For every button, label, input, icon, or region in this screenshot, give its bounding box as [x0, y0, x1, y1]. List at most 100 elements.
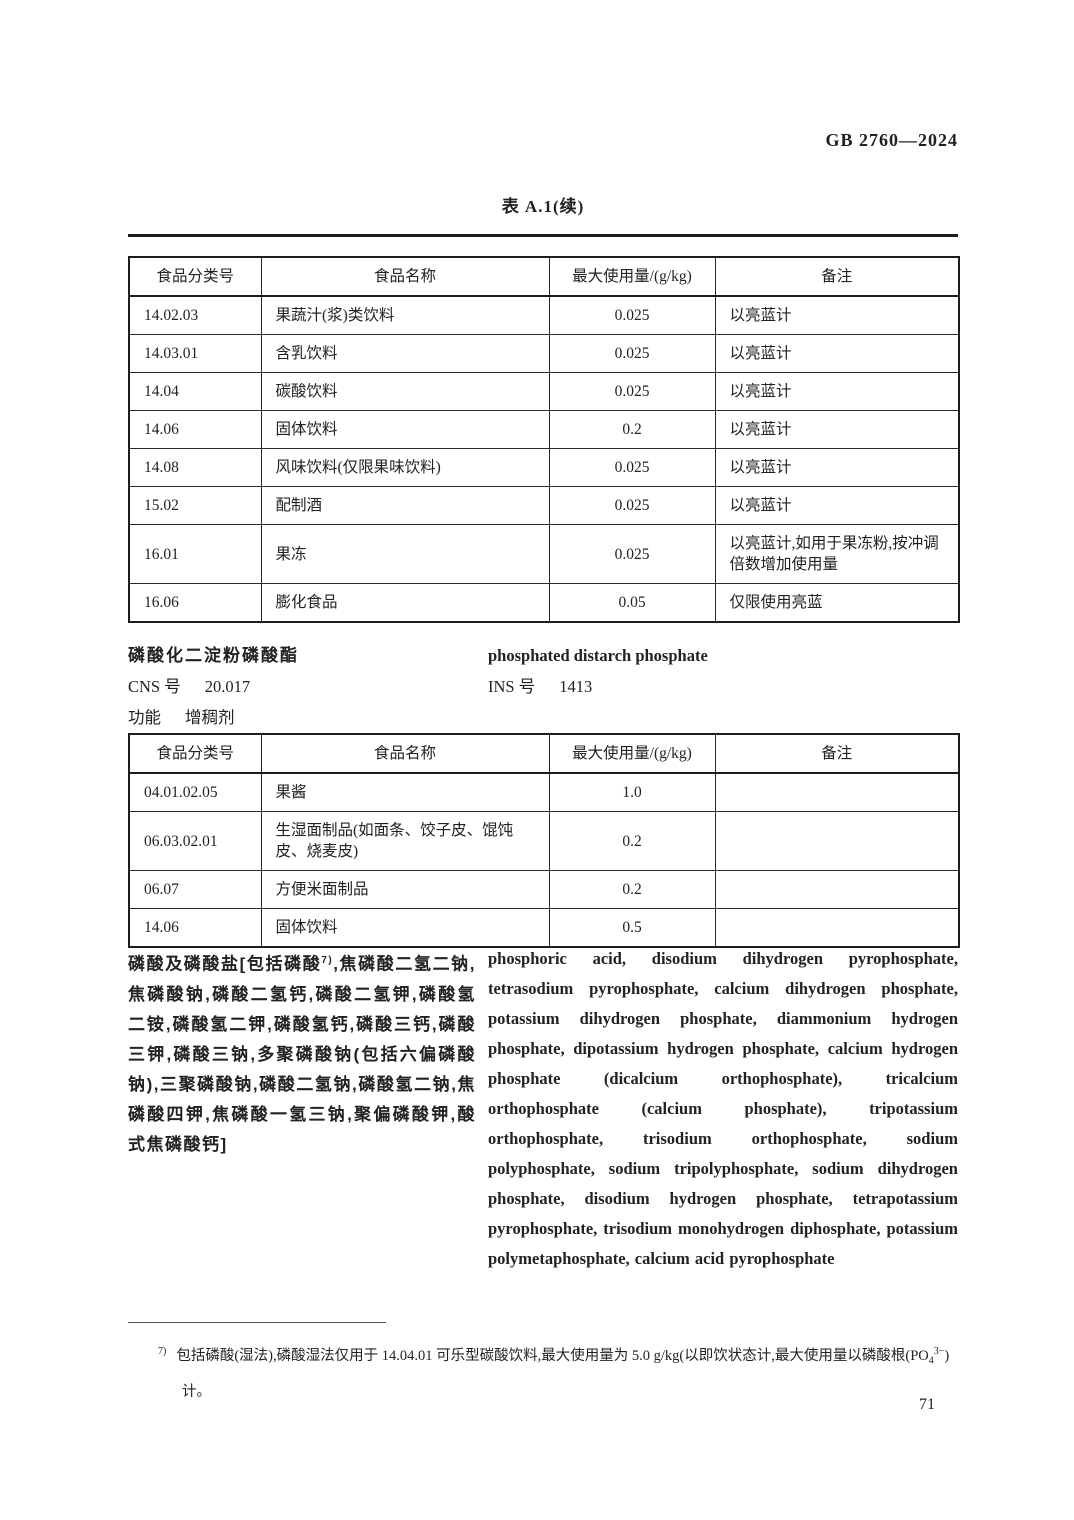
remark-cell: [714, 908, 960, 948]
usage-table-1: 食品分类号 食品名称 最大使用量/(g/kg) 备注 14.02.03 果蔬汁(…: [128, 256, 960, 623]
food-code-cell: 04.01.02.05: [128, 772, 262, 812]
food-name-cell: 果冻: [260, 524, 550, 584]
table-row: 06.07 方便米面制品 0.2: [128, 870, 960, 909]
table-row: 16.01 果冻 0.025 以亮蓝计,如用于果冻粉,按冲调倍数增加使用量: [128, 524, 960, 584]
col-header-food-name: 食品名称: [260, 733, 550, 774]
food-code-cell: 06.03.02.01: [128, 811, 262, 871]
food-code-cell: 14.06: [128, 908, 262, 948]
food-name-cell: 固体饮料: [260, 908, 550, 948]
food-name-cell: 生湿面制品(如面条、饺子皮、馄饨皮、烧麦皮): [260, 811, 550, 871]
table-row: 04.01.02.05 果酱 1.0: [128, 772, 960, 812]
phosphates-name-en: phosphoric acid, disodium dihydrogen pyr…: [488, 949, 958, 1268]
additive-name-cn: 磷酸化二淀粉磷酸酯: [128, 646, 299, 665]
cns-label: CNS 号: [128, 677, 181, 696]
food-code-cell: 14.06: [128, 410, 262, 449]
additive-name-en: phosphated distarch phosphate: [488, 646, 708, 665]
table-row: 14.03.01 含乳饮料 0.025 以亮蓝计: [128, 334, 960, 373]
remark-cell: [714, 772, 960, 812]
max-usage-cell: 0.025: [548, 295, 716, 335]
table-row: 15.02 配制酒 0.025 以亮蓝计: [128, 486, 960, 525]
page-number: 71: [919, 1396, 935, 1413]
food-code-cell: 16.01: [128, 524, 262, 584]
cns-value: 20.017: [204, 677, 251, 696]
col-header-food-code: 食品分类号: [128, 733, 262, 774]
max-usage-cell: 0.2: [548, 870, 716, 909]
chem-superscript: 3−: [933, 1346, 945, 1357]
chem-subscript: 4: [928, 1355, 934, 1367]
remark-cell: 以亮蓝计: [714, 448, 960, 487]
col-header-food-name: 食品名称: [260, 256, 550, 297]
section-top-rule: [128, 234, 958, 237]
table-row: 14.04 碳酸饮料 0.025 以亮蓝计: [128, 372, 960, 411]
food-code-cell: 06.07: [128, 870, 262, 909]
phosphates-cn-text: 磷酸及磷酸盐[包括磷酸: [128, 954, 322, 974]
table-title: 表 A.1(续): [501, 197, 585, 216]
ins-entry: INS 号 1413: [488, 671, 592, 702]
remark-cell: 以亮蓝计: [714, 486, 960, 525]
food-name-cell: 果蔬汁(浆)类饮料: [260, 295, 550, 335]
max-usage-cell: 0.025: [548, 524, 716, 584]
footnote-marker: 7): [158, 1346, 167, 1357]
food-code-cell: 14.04: [128, 372, 262, 411]
max-usage-cell: 0.025: [548, 372, 716, 411]
usage-table-2: 食品分类号 食品名称 最大使用量/(g/kg) 备注 04.01.02.05 果…: [128, 733, 960, 948]
remark-cell: 以亮蓝计,如用于果冻粉,按冲调倍数增加使用量: [714, 524, 960, 584]
food-name-cell: 方便米面制品: [260, 870, 550, 909]
max-usage-cell: 0.025: [548, 448, 716, 487]
function-label: 功能: [128, 708, 161, 727]
table-row: 14.06 固体饮料 0.5: [128, 908, 960, 948]
standard-number: GB 2760—2024: [825, 130, 958, 150]
footnote-ref-superscript: 7): [321, 955, 334, 966]
food-name-cell: 风味饮料(仅限果味饮料): [260, 448, 550, 487]
table-row: 14.06 固体饮料 0.2 以亮蓝计: [128, 410, 960, 449]
additive-function-line: 功能 增稠剂: [128, 702, 958, 733]
food-name-cell: 配制酒: [260, 486, 550, 525]
function-value: 增稠剂: [185, 708, 235, 727]
remark-cell: 仅限使用亮蓝: [714, 583, 960, 623]
ins-label: INS 号: [488, 677, 536, 696]
remark-cell: [714, 811, 960, 871]
function-entry: 功能 增稠剂: [128, 702, 235, 733]
table-row: 14.08 风味饮料(仅限果味饮料) 0.025 以亮蓝计: [128, 448, 960, 487]
chem-formula: PO: [910, 1347, 929, 1364]
food-code-cell: 14.02.03: [128, 295, 262, 335]
footnote-text-end: )计。: [182, 1347, 950, 1400]
col-header-max-usage: 最大使用量/(g/kg): [548, 256, 716, 297]
additive-section-header: 磷酸化二淀粉磷酸酯 phosphated distarch phosphate …: [128, 640, 958, 733]
max-usage-cell: 0.025: [548, 486, 716, 525]
remark-cell: 以亮蓝计: [714, 334, 960, 373]
footnote-text: 包括磷酸(湿法),磷酸湿法仅用于 14.04.01 可乐型碳酸饮料,最大使用量为…: [176, 1347, 911, 1364]
footnote: 7) 包括磷酸(湿法),磷酸湿法仅用于 14.04.01 可乐型碳酸饮料,最大使用…: [158, 1336, 970, 1408]
footnote-divider: [128, 1322, 386, 1323]
table-row: 16.06 膨化食品 0.05 仅限使用亮蓝: [128, 583, 960, 623]
col-header-remark: 备注: [714, 256, 960, 297]
table-header-row: 食品分类号 食品名称 最大使用量/(g/kg) 备注: [128, 733, 960, 774]
max-usage-cell: 0.2: [548, 811, 716, 871]
cns-entry: CNS 号 20.017: [128, 671, 250, 702]
food-name-cell: 碳酸饮料: [260, 372, 550, 411]
max-usage-cell: 1.0: [548, 772, 716, 812]
max-usage-cell: 0.025: [548, 334, 716, 373]
food-name-cell: 膨化食品: [260, 583, 550, 623]
max-usage-cell: 0.2: [548, 410, 716, 449]
col-header-remark: 备注: [714, 733, 960, 774]
food-code-cell: 14.03.01: [128, 334, 262, 373]
food-name-cell: 果酱: [260, 772, 550, 812]
max-usage-cell: 0.05: [548, 583, 716, 623]
remark-cell: [714, 870, 960, 909]
phosphates-cn-text: ,焦磷酸二氢二钠,焦磷酸钠,磷酸二氢钙,磷酸二氢钾,磷酸氢二铵,磷酸氢二钾,磷酸…: [128, 954, 476, 1154]
remark-cell: 以亮蓝计: [714, 372, 960, 411]
remark-cell: 以亮蓝计: [714, 295, 960, 335]
food-code-cell: 16.06: [128, 583, 262, 623]
remark-cell: 以亮蓝计: [714, 410, 960, 449]
max-usage-cell: 0.5: [548, 908, 716, 948]
table-row: 06.03.02.01 生湿面制品(如面条、饺子皮、馄饨皮、烧麦皮) 0.2: [128, 811, 960, 871]
col-header-food-code: 食品分类号: [128, 256, 262, 297]
additive-codes-line: CNS 号 20.017 INS 号 1413: [128, 671, 958, 702]
food-name-cell: 固体饮料: [260, 410, 550, 449]
table-row: 14.02.03 果蔬汁(浆)类饮料 0.025 以亮蓝计: [128, 295, 960, 335]
food-code-cell: 14.08: [128, 448, 262, 487]
col-header-max-usage: 最大使用量/(g/kg): [548, 733, 716, 774]
food-name-cell: 含乳饮料: [260, 334, 550, 373]
